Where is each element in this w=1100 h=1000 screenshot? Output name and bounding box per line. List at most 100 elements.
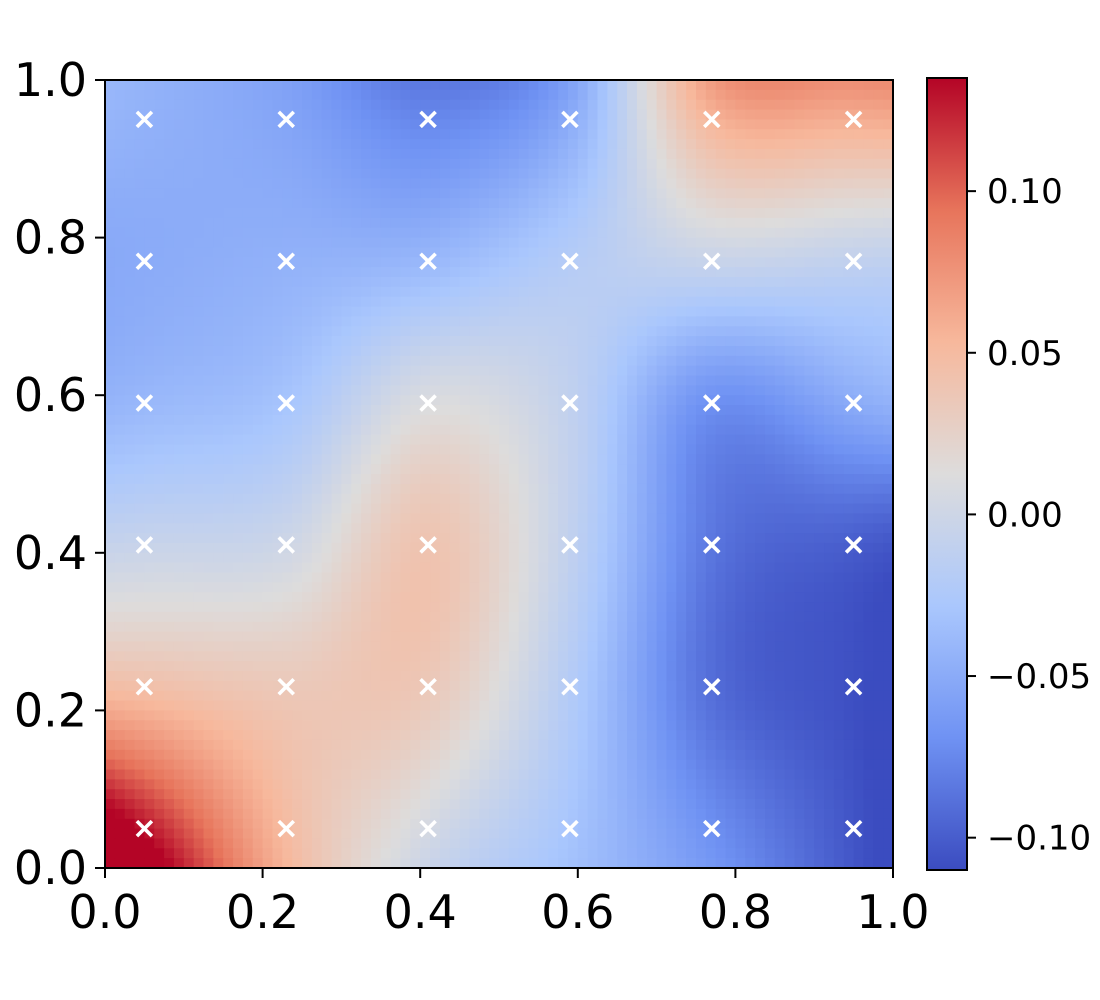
heatmap-cell (114, 208, 126, 219)
heatmap-cell (390, 395, 402, 406)
heatmap-cell (370, 375, 382, 386)
heatmap-cell (489, 493, 500, 505)
heatmap-cell (331, 424, 342, 436)
heatmap-cell (518, 424, 530, 436)
heatmap-cell (735, 247, 746, 258)
heatmap-cell (558, 227, 569, 239)
heatmap-cell (213, 355, 224, 367)
heatmap-cell (666, 247, 677, 258)
heatmap-cell (380, 188, 392, 199)
heatmap-cell (311, 227, 323, 239)
heatmap-cell (380, 80, 392, 91)
heatmap-cell (331, 257, 342, 268)
heatmap-cell (311, 208, 323, 219)
heatmap-cell (173, 611, 185, 623)
heatmap-cell (587, 651, 599, 662)
heatmap-cell (321, 503, 333, 514)
heatmap-cell (873, 454, 884, 465)
heatmap-cell (686, 582, 697, 593)
heatmap-cell (686, 237, 697, 249)
heatmap-cell (607, 572, 618, 583)
heatmap-cell (794, 198, 805, 209)
heatmap-cell (774, 661, 786, 672)
heatmap-cell (814, 99, 825, 111)
heatmap-cell (715, 227, 727, 239)
heatmap-cell (725, 434, 736, 446)
heatmap-cell (833, 198, 845, 209)
heatmap-cell (636, 208, 648, 219)
heatmap-cell (558, 562, 569, 574)
heatmap-cell (873, 533, 884, 544)
heatmap-cell (331, 552, 342, 564)
heatmap-cell (784, 227, 796, 239)
heatmap-cell (154, 592, 165, 603)
heatmap-cell (755, 503, 766, 514)
heatmap-cell (863, 217, 874, 229)
heatmap-cell (774, 533, 786, 544)
heatmap-cell (577, 316, 589, 327)
heatmap-cell (223, 454, 234, 465)
heatmap-cell (686, 602, 697, 613)
heatmap-cell (105, 483, 116, 495)
heatmap-cell (430, 552, 441, 564)
heatmap-cell (666, 257, 677, 268)
heatmap-cell (745, 237, 756, 249)
heatmap-cell (370, 641, 382, 652)
heatmap-cell (636, 552, 648, 564)
heatmap-cell (380, 680, 392, 692)
heatmap-cell (193, 375, 205, 386)
heatmap-cell (863, 434, 874, 446)
heatmap-cell (627, 178, 638, 189)
heatmap-cell (272, 572, 283, 583)
heatmap-cell (479, 611, 490, 623)
heatmap-cell (262, 405, 274, 416)
heatmap-cell (390, 345, 402, 357)
heatmap-cell (173, 139, 185, 150)
heatmap-cell (853, 641, 865, 652)
heatmap-cell (518, 237, 530, 249)
heatmap-cell (538, 503, 549, 514)
heatmap-cell (479, 168, 490, 180)
heatmap-cell (430, 139, 441, 150)
heatmap-cell (134, 129, 145, 140)
heatmap-cell (361, 267, 372, 278)
heatmap-cell (666, 552, 677, 564)
heatmap-cell (420, 621, 431, 633)
heatmap-cell (410, 405, 421, 416)
heatmap-cell (607, 99, 618, 111)
heatmap-cell (587, 119, 599, 130)
heatmap-cell (646, 414, 658, 426)
heatmap-cell (627, 237, 638, 249)
heatmap-cell (489, 641, 500, 652)
heatmap-cell (144, 582, 155, 593)
heatmap-cell (410, 533, 421, 544)
heatmap-cell (528, 139, 539, 150)
heatmap-cell (607, 139, 618, 150)
heatmap-cell (341, 562, 352, 574)
heatmap-cell (134, 375, 145, 386)
heatmap-cell (666, 641, 677, 652)
heatmap-cell (528, 395, 539, 406)
heatmap-cell (715, 444, 727, 455)
heatmap-cell (400, 188, 411, 199)
heatmap-cell (105, 680, 116, 692)
heatmap-cell (331, 345, 342, 357)
heatmap-cell (173, 395, 185, 406)
heatmap-cell (213, 582, 224, 593)
heatmap-cell (804, 621, 815, 633)
heatmap-cell (696, 286, 707, 298)
heatmap-cell (607, 345, 618, 357)
heatmap-cell (410, 119, 421, 130)
heatmap-cell (863, 621, 874, 633)
heatmap-cell (774, 336, 786, 347)
heatmap-cell (321, 326, 333, 337)
heatmap-cell (173, 513, 185, 524)
heatmap-cell (321, 562, 333, 574)
heatmap-cell (873, 198, 884, 209)
heatmap-cell (607, 326, 618, 337)
heatmap-cell (518, 109, 530, 120)
heatmap-cell (341, 119, 352, 130)
heatmap-cell (420, 178, 431, 189)
heatmap-cell (193, 316, 205, 327)
heatmap-cell (764, 414, 776, 426)
